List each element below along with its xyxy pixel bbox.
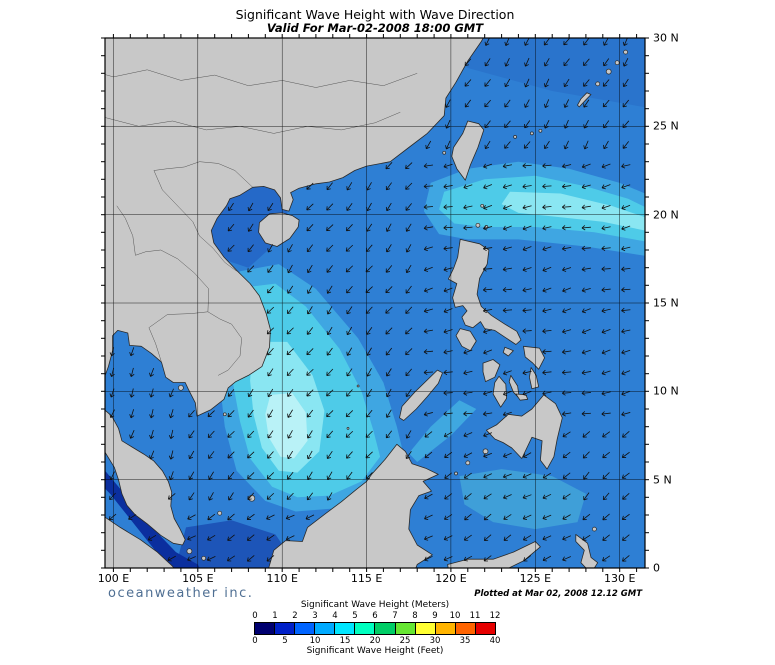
grid-layer [105, 38, 645, 568]
feet-tick: 20 [369, 636, 381, 646]
colorbar-segment [475, 623, 495, 634]
lon-tick-label: 115 E [350, 572, 383, 585]
legend-colorbar [254, 622, 496, 635]
colorbar-segment [455, 623, 476, 634]
feet-tick: 10 [309, 636, 321, 646]
map-frame [104, 37, 646, 569]
lat-tick-label: 25 N [653, 119, 679, 133]
lon-tick-label: 105 E [182, 572, 214, 585]
wave-map [95, 28, 655, 578]
meters-tick: 5 [352, 611, 358, 621]
feet-tick: 30 [429, 636, 441, 646]
meters-tick: 6 [372, 611, 378, 621]
lat-tick-label: 0 [653, 561, 660, 575]
colorbar-segment [375, 623, 396, 634]
wave-map-svg [101, 34, 649, 572]
colorbar-segment [355, 623, 376, 634]
feet-tick: 5 [282, 636, 288, 646]
meters-tick: 0 [252, 611, 258, 621]
colorbar-segment [255, 623, 276, 634]
feet-tick: 25 [399, 636, 411, 646]
colorbar-segment [315, 623, 336, 634]
feet-tick: 0 [252, 636, 258, 646]
oceanweather-logo: oceanweather inc. [108, 586, 254, 601]
lat-tick-label: 5 N [653, 473, 672, 487]
colorbar-segment [275, 623, 296, 634]
meters-tick: 12 [489, 611, 501, 621]
meters-tick: 7 [392, 611, 398, 621]
colorbar-segment [295, 623, 316, 634]
meters-tick: 10 [449, 611, 461, 621]
wave-direction-arrow-layer [108, 38, 631, 562]
lat-tick-label: 20 N [653, 208, 679, 222]
lon-tick-label: 100 E [97, 572, 130, 585]
meters-tick: 11 [469, 611, 481, 621]
lon-tick-label: 110 E [266, 572, 298, 585]
legend-meters-title: Significant Wave Height (Meters) [300, 600, 450, 610]
meters-tick: 9 [432, 611, 438, 621]
legend-feet-title: Significant Wave Height (Feet) [306, 646, 444, 656]
lon-tick-label: 130 E [603, 572, 636, 585]
colorbar-segment [335, 623, 356, 634]
legend-feet-ticks: 0 5 10 15 20 25 30 35 40 [252, 636, 500, 646]
legend-meters-ticks: 0 1 2 3 4 5 6 7 8 9 10 11 12 [252, 611, 500, 621]
meters-tick: 3 [312, 611, 318, 621]
page-title: Significant Wave Height with Wave Direct… [235, 7, 515, 22]
meters-tick: 8 [412, 611, 418, 621]
lon-tick-label: 125 E [519, 572, 552, 585]
meters-tick: 4 [332, 611, 338, 621]
lon-tick-label: 120 E [435, 572, 467, 585]
colorbar-segment [395, 623, 416, 634]
colorbar-segment [435, 623, 456, 634]
lat-tick-label: 30 N [653, 31, 679, 45]
lat-tick-label: 10 N [653, 384, 679, 398]
meters-tick: 1 [272, 611, 278, 621]
feet-tick: 40 [489, 636, 501, 646]
lat-tick-label: 15 N [653, 296, 679, 310]
feet-tick: 35 [459, 636, 471, 646]
country-border-layer [105, 69, 418, 376]
plotted-timestamp: Plotted at Mar 02, 2008 12.12 GMT [474, 589, 642, 599]
feet-tick: 15 [339, 636, 351, 646]
land-layer [105, 38, 628, 568]
meters-tick: 2 [292, 611, 298, 621]
valid-time-subtitle: Valid For Mar-02-2008 18:00 GMT [266, 21, 484, 35]
colorbar-segment [415, 623, 436, 634]
axis-tick-marks [101, 34, 649, 572]
